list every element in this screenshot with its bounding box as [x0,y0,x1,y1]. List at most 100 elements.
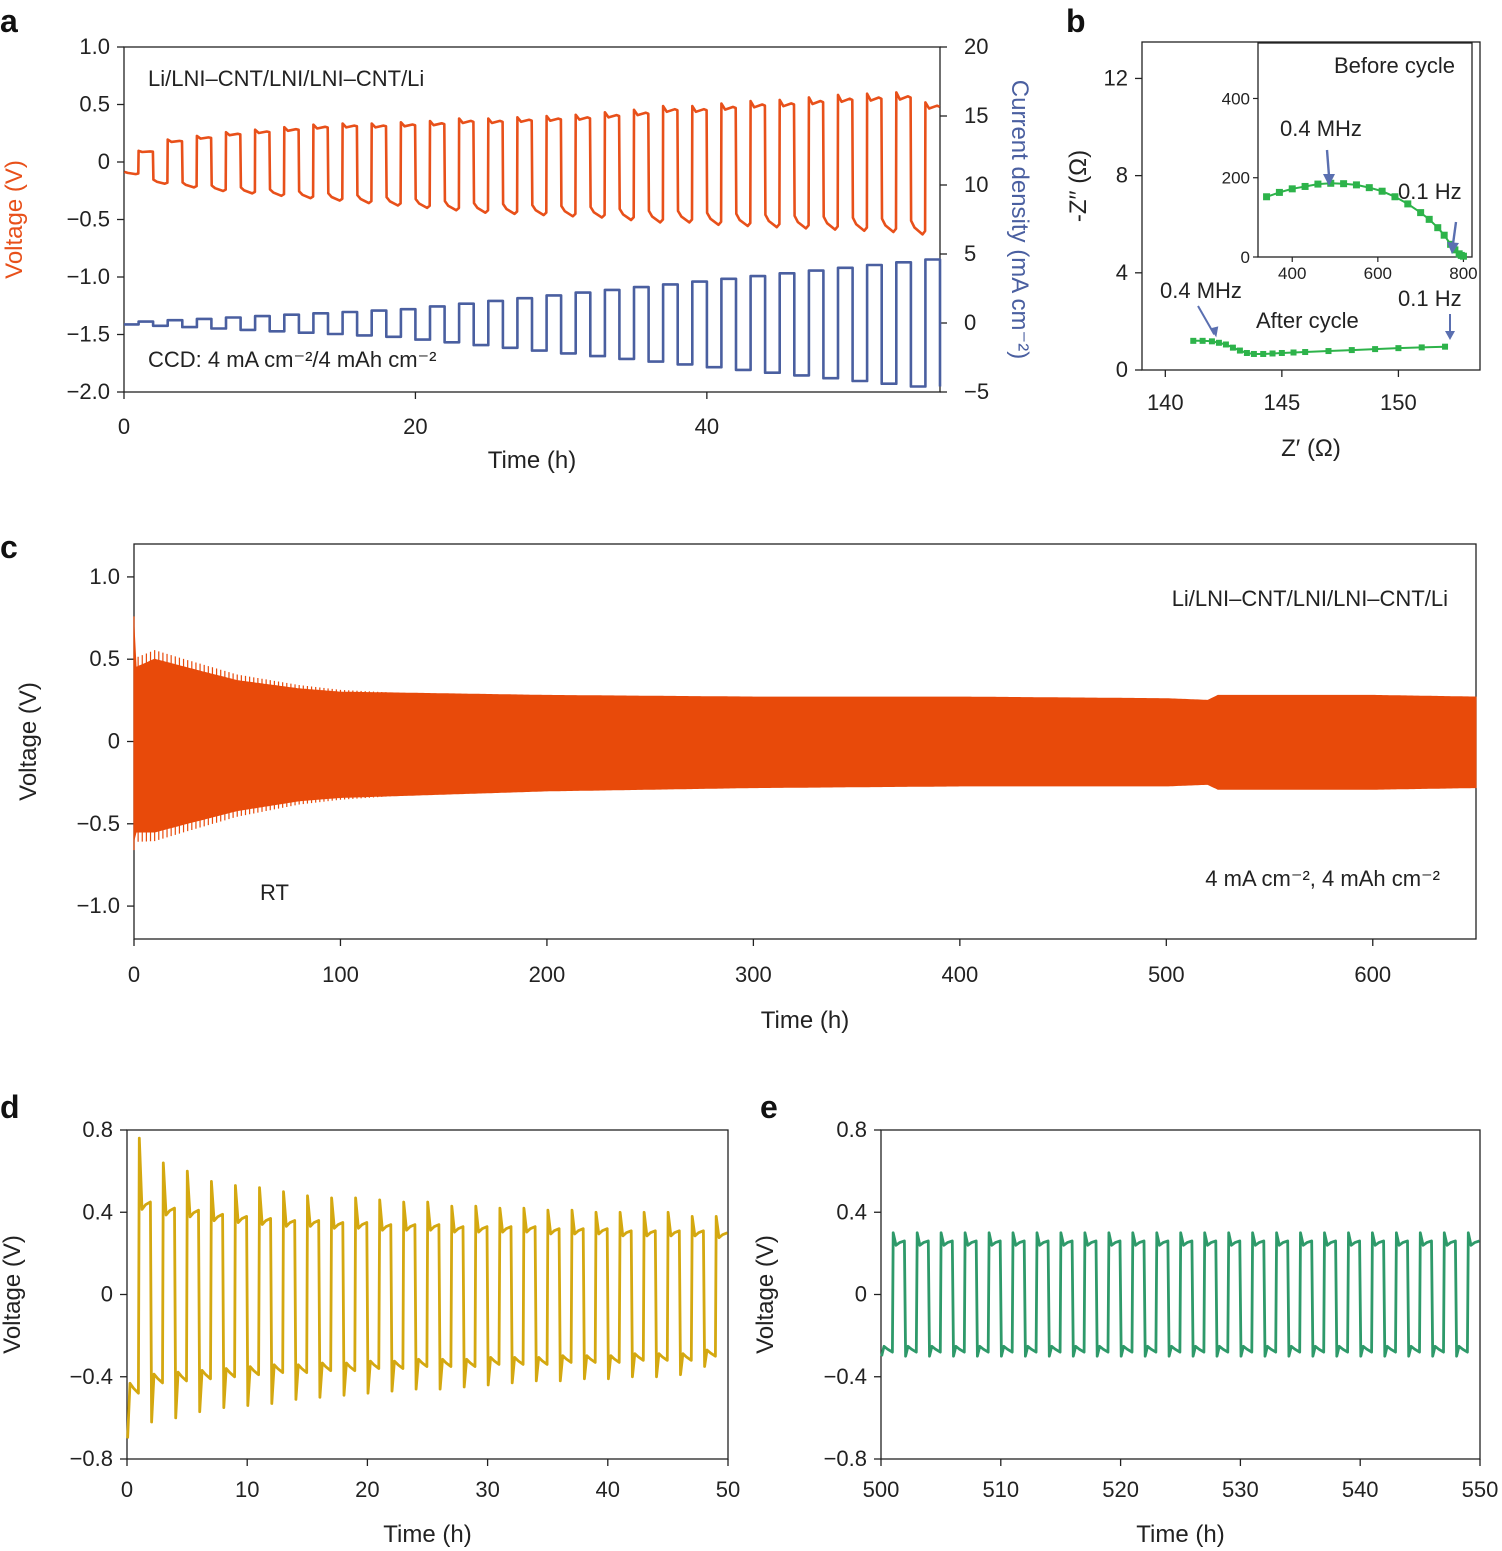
panel-label-c: c [0,529,18,565]
x-tick-label: 300 [735,962,772,987]
x-tick-label: 0 [121,1477,133,1502]
inset-x-tick-label: 400 [1278,264,1306,283]
eis-point-before [1417,209,1425,217]
y-tick-label: 0 [1116,357,1128,382]
x-tick-label: 400 [941,962,978,987]
eis-point-before [1404,200,1412,208]
x-tick-label: 500 [863,1477,900,1502]
eis-point-after [1208,338,1215,345]
y-tick-label: −0.5 [67,207,110,232]
y-tick-label: 0 [101,1282,113,1307]
eis-point-after [1278,349,1285,356]
arrow-head [1210,326,1219,338]
eis-point-after [1215,339,1222,346]
eis-point-after [1260,350,1267,357]
x-tick-label: 10 [235,1477,259,1502]
x-tick-label: 20 [403,414,427,439]
eis-point-before [1314,180,1322,188]
y-tick-label: 0.4 [82,1199,113,1224]
inset-arrow-low [1451,221,1458,245]
panel-label-e: e [760,1089,778,1125]
panel-label-b: b [1066,3,1086,39]
eis-point-before [1340,180,1348,188]
x-tick-label: 520 [1102,1477,1139,1502]
eis-point-before [1459,252,1467,260]
x-axis-title-a: Time (h) [488,447,576,474]
x-tick-label: 150 [1380,390,1417,415]
y2-tick-label: 5 [964,241,976,266]
x-axis-title-b: Z′ (Ω) [1281,435,1341,462]
eis-point-after [1302,349,1309,356]
eis-point-after [1348,347,1355,354]
x-tick-label: 30 [475,1477,499,1502]
eis-point-after [1190,337,1197,344]
inset-annotation-high: 0.4 MHz [1280,116,1362,141]
y-tick-label: 0.5 [89,646,120,671]
y2-tick-label: −5 [964,379,989,404]
eis-point-after [1236,347,1243,354]
eis-point-after [1250,350,1257,357]
annotation-a-ccd: CCD: 4 mA cm⁻²/4 mAh cm⁻² [148,347,436,372]
inset-y-tick-label: 0 [1241,248,1250,267]
y-tick-label: 1.0 [89,564,120,589]
eis-point-after [1229,344,1236,351]
x-tick-label: 100 [322,962,359,987]
eis-point-before [1391,193,1399,201]
y-tick-label: 0.4 [836,1199,867,1224]
eis-point-after [1325,348,1332,355]
x-tick-label: 40 [695,414,719,439]
eis-point-before [1365,184,1373,192]
eis-point-before [1425,215,1433,223]
x-tick-label: 40 [596,1477,620,1502]
annotation-c-cond: 4 mA cm⁻², 4 mAh cm⁻² [1205,866,1440,891]
y2-tick-label: 15 [964,103,988,128]
x-axis-title-c: Time (h) [761,1007,849,1034]
inset-y-tick-label: 400 [1222,89,1250,108]
y-tick-label: 4 [1116,260,1128,285]
current-trace-a [124,258,942,388]
eis-point-after [1222,341,1229,348]
x-tick-label: 20 [355,1477,379,1502]
y-tick-label: −1.5 [67,322,110,347]
y2-tick-label: 10 [964,172,988,197]
voltage-trace-e [880,1231,1480,1358]
x-tick-label: 510 [982,1477,1019,1502]
plot-area-b [1141,41,1481,371]
inset-y-tick-label: 200 [1222,169,1250,188]
y-tick-label: −0.4 [824,1364,867,1389]
arrow-head [1323,174,1335,186]
voltage-trace-a [123,91,941,236]
eis-point-after [1243,349,1250,356]
y2-tick-label: 20 [964,34,988,59]
x-tick-label: 540 [1342,1477,1379,1502]
eis-point-before [1440,231,1448,239]
voltage-trace-d [126,1136,728,1439]
y2-axis-title-a: Current density (mA cm⁻²) [1006,80,1033,359]
x-tick-label: 550 [1462,1477,1499,1502]
inset-arrow-high [1325,149,1331,177]
x-tick-label: 600 [1354,962,1391,987]
eis-point-after [1372,346,1379,353]
eis-point-after [1418,344,1425,351]
eis-point-after [1290,349,1297,356]
y-tick-label: −0.8 [70,1446,113,1471]
x-tick-label: 0 [128,962,140,987]
panel-label-a: a [0,3,18,39]
eis-point-after [1199,337,1206,344]
y-tick-label: 0 [108,729,120,754]
y-axis-title-c: Voltage (V) [15,682,42,801]
y-tick-label: −1.0 [67,264,110,289]
eis-point-before [1301,182,1309,190]
eis-point-after [1442,343,1449,350]
x-tick-label: 530 [1222,1477,1259,1502]
eis-point-before [1288,185,1296,193]
inset-x-tick-label: 800 [1449,264,1477,283]
x-tick-label: 200 [529,962,566,987]
y-tick-label: 0 [98,149,110,174]
x-tick-label: 50 [716,1477,740,1502]
inset-annotation-low: 0.1 Hz [1398,179,1462,204]
y-tick-label: −0.4 [70,1364,113,1389]
annotation-c-rt: RT [260,880,289,905]
y-tick-label: 1.0 [79,34,110,59]
